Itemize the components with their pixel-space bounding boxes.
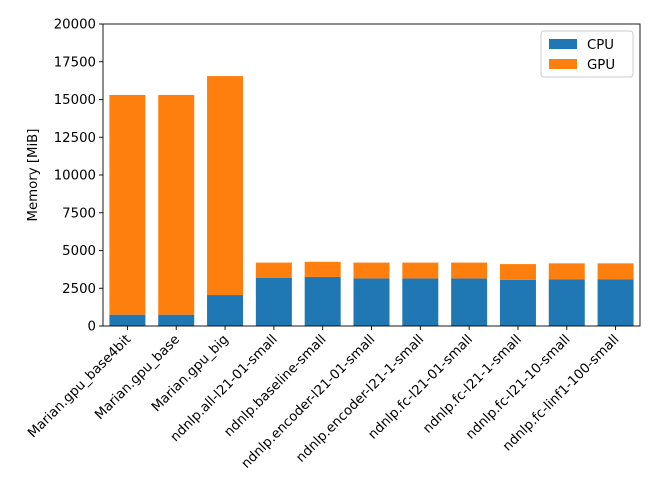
bar-gpu-5 — [353, 262, 390, 279]
bar-cpu-1 — [158, 314, 195, 326]
y-tick-label-7: 17500 — [54, 55, 96, 70]
y-axis-label: Memory [MiB] — [26, 129, 41, 222]
y-tick-label-6: 15000 — [54, 93, 96, 108]
y-tick-label-4: 10000 — [54, 169, 96, 184]
legend-swatch-gpu — [549, 59, 577, 69]
bar-gpu-4 — [304, 261, 341, 277]
bar-cpu-5 — [353, 278, 390, 326]
bar-cpu-10 — [597, 279, 634, 326]
bar-gpu-3 — [255, 262, 292, 278]
bar-gpu-6 — [402, 262, 439, 279]
plot-frame — [102, 23, 641, 327]
y-tick-label-5: 12500 — [54, 131, 96, 146]
legend-swatch-cpu — [549, 39, 577, 49]
bar-gpu-7 — [451, 262, 488, 279]
legend-label-cpu: CPU — [587, 38, 614, 53]
bar-cpu-6 — [402, 278, 439, 326]
legend-label-gpu: GPU — [587, 58, 615, 73]
y-tick-label-0: 0 — [88, 320, 96, 335]
legend: CPU GPU — [540, 30, 634, 78]
bar-cpu-0 — [109, 314, 146, 326]
bar-cpu-7 — [451, 278, 488, 326]
bar-cpu-9 — [548, 279, 585, 326]
bar-cpu-4 — [304, 276, 341, 326]
y-tick-label-8: 20000 — [54, 18, 96, 33]
bar-gpu-9 — [548, 263, 585, 280]
bar-gpu-1 — [158, 94, 195, 315]
bar-gpu-2 — [207, 76, 244, 296]
y-axis: 0 2500 5000 7500 10000 12500 15000 17500 20000 — [54, 18, 103, 335]
bar-cpu-3 — [255, 277, 292, 326]
bar-gpu-8 — [499, 264, 536, 280]
bars-group — [109, 76, 634, 326]
bar-gpu-0 — [109, 94, 146, 315]
bar-cpu-8 — [499, 279, 536, 326]
bar-cpu-2 — [207, 295, 244, 326]
y-tick-label-1: 2500 — [62, 282, 96, 297]
y-tick-label-3: 7500 — [62, 206, 96, 221]
bar-gpu-10 — [597, 263, 634, 280]
y-tick-label-2: 5000 — [62, 244, 96, 259]
